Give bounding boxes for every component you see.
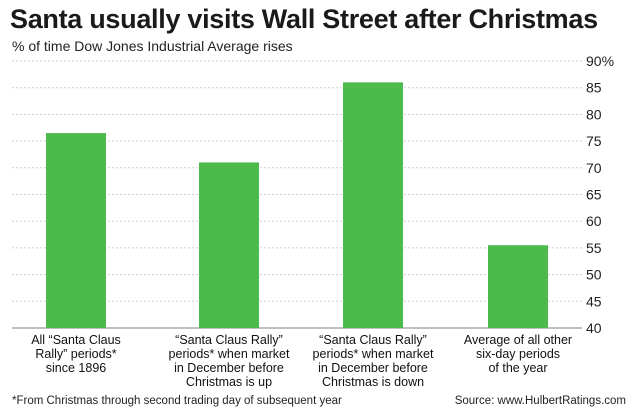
x-tick-label-line: “Santa Claus Rally” [175, 333, 283, 347]
x-tick-label-line: periods* when market [312, 347, 434, 361]
x-tick-label: Average of all other six-day periods of th… [448, 333, 588, 375]
bar [46, 133, 106, 328]
y-tick-label: 40 [586, 320, 602, 336]
x-tick-label-line: All “Santa Claus [31, 333, 121, 347]
x-tick-label-line: since 1896 [45, 361, 107, 375]
y-tick-label: 45 [586, 293, 602, 309]
bar [199, 162, 259, 328]
y-tick-label: 55 [586, 240, 602, 256]
x-tick-label-line: in December before [174, 361, 284, 375]
chart-title: Santa usually visits Wall Street after C… [10, 4, 598, 34]
x-tick-label-line: Christmas is up [185, 375, 273, 389]
y-tick-label: 75 [586, 133, 602, 149]
x-tick-label-line: six-day periods [475, 347, 561, 361]
x-tick-label: “Santa Claus Rally” periods* when market i… [303, 333, 443, 389]
x-tick-label-line: “Santa Claus Rally” [319, 333, 427, 347]
y-tick-label: 80 [586, 106, 602, 122]
bar [343, 82, 403, 328]
x-tick-label-line: Christmas is down [321, 375, 425, 389]
footnote: *From Christmas through second trading d… [12, 395, 342, 407]
source-credit: Source: www.HulbertRatings.com [454, 395, 626, 407]
x-tick-label-line: in December before [318, 361, 428, 375]
y-tick-label: 90% [586, 53, 614, 69]
chart-subtitle: % of time Dow Jones Industrial Average r… [12, 38, 293, 54]
x-tick-label: All “Santa Claus Rally” periods* since 189… [6, 333, 146, 375]
y-tick-label: 65 [586, 187, 602, 203]
x-tick-label-line: Rally” periods* [35, 347, 117, 361]
bar [488, 245, 548, 328]
y-tick-label: 70 [586, 160, 602, 176]
x-tick-label-line: of the year [488, 361, 548, 375]
y-tick-label: 85 [586, 80, 602, 96]
y-tick-label: 50 [586, 267, 602, 283]
x-tick-label-line: periods* when market [168, 347, 290, 361]
x-tick-label-line: Average of all other [463, 333, 573, 347]
x-tick-label: “Santa Claus Rally” periods* when market i… [159, 333, 299, 389]
y-tick-label: 60 [586, 213, 602, 229]
